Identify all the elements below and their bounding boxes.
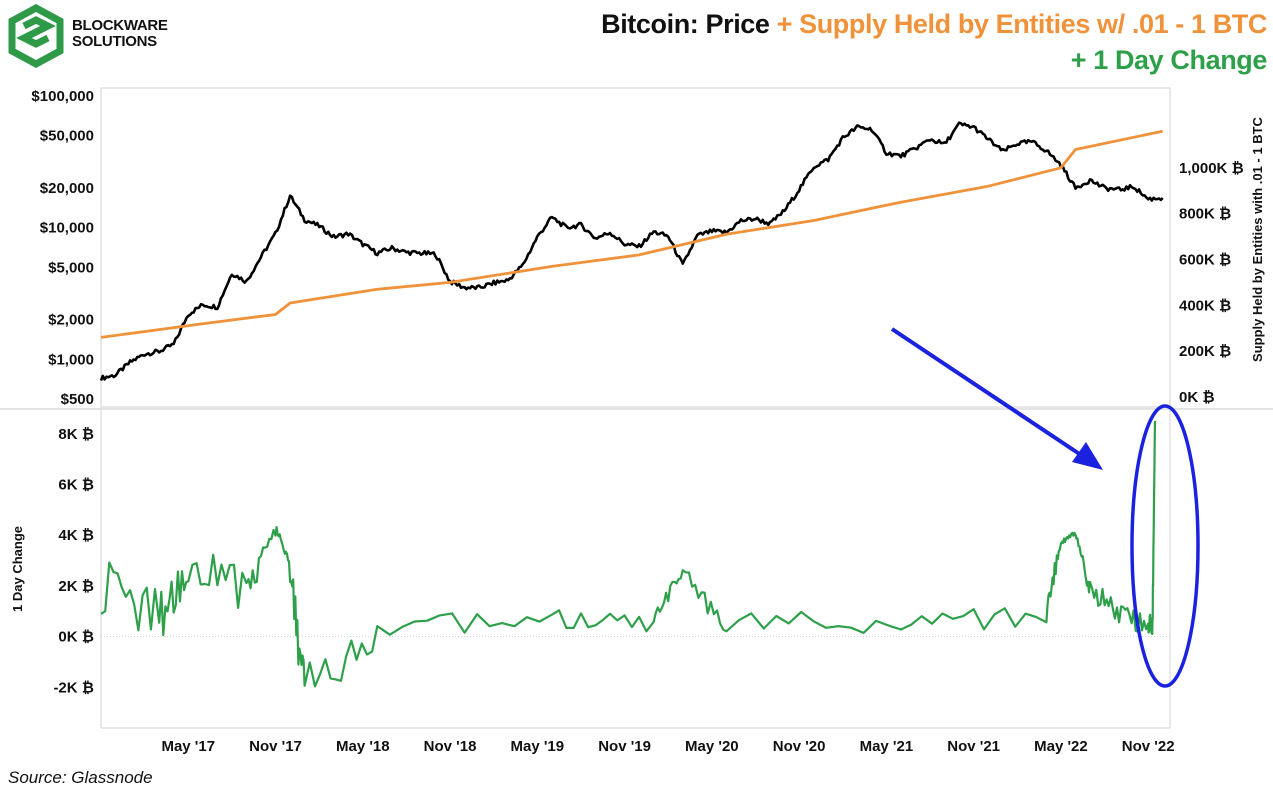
supply-tick-label: 400K ₿ — [1179, 297, 1231, 314]
top-panel-frame — [100, 87, 1171, 408]
supply-series-line — [100, 129, 1163, 339]
x-tick-label: May '19 — [511, 738, 565, 755]
x-tick-label: May '21 — [860, 738, 914, 755]
brand-line-2: SOLUTIONS — [72, 33, 157, 50]
x-tick-label: Nov '21 — [947, 738, 1000, 755]
price-tick-label: $20,000 — [40, 180, 94, 197]
price-tick-label: $500 — [61, 391, 94, 408]
price-tick-label: $2,000 — [48, 312, 94, 329]
change-axis-title: 1 Day Change — [10, 526, 25, 612]
x-tick-label: Nov '19 — [598, 738, 651, 755]
title-price: Bitcoin: Price — [601, 9, 770, 39]
supply-tick-label: 600K ₿ — [1179, 252, 1231, 269]
x-tick-label: Nov '17 — [249, 738, 302, 755]
x-tick-label: May '20 — [685, 738, 739, 755]
brand-line-1: BLOCKWARE — [72, 17, 168, 34]
annotation-arrow-head — [1072, 442, 1103, 470]
price-tick-label: $5,000 — [48, 259, 94, 276]
x-tick-label: Nov '20 — [773, 738, 826, 755]
change-tick-label: 2K ₿ — [58, 578, 94, 595]
brand-name: BLOCKWARE SOLUTIONS — [72, 18, 168, 50]
source-note: Source: Glassnode — [8, 768, 153, 787]
blockware-logo: BLOCKWARE SOLUTIONS — [6, 4, 176, 68]
price-tick-label: $100,000 — [31, 88, 94, 105]
logo-mark-icon — [8, 4, 64, 68]
chart-title: Bitcoin: Price + Supply Held by Entities… — [601, 6, 1267, 78]
x-tick-label: May '22 — [1034, 738, 1088, 755]
change-tick-label: -2K ₿ — [53, 679, 94, 696]
change-tick-label: 8K ₿ — [58, 426, 94, 443]
title-supply: + Supply Held by Entities w/ .01 - 1 BTC — [776, 9, 1268, 39]
price-tick-label: $10,000 — [40, 220, 94, 237]
price-series-line — [99, 121, 1164, 381]
annotation-ellipse — [1130, 404, 1200, 688]
x-tick-label: May '17 — [161, 738, 215, 755]
change-tick-label: 0K ₿ — [58, 629, 94, 646]
change-tick-label: 6K ₿ — [58, 476, 94, 493]
annotation-arrow-shaft — [890, 327, 1092, 463]
x-tick-label: Nov '18 — [424, 738, 477, 755]
supply-tick-label: 0K ₿ — [1179, 389, 1215, 406]
supply-tick-label: 800K ₿ — [1179, 206, 1231, 223]
supply-axis-title: Supply Held by Entities with .01 - 1 BTC — [1250, 116, 1265, 361]
change-series-line — [100, 420, 1157, 688]
supply-tick-label: 200K ₿ — [1179, 343, 1231, 360]
price-tick-label: $50,000 — [40, 128, 94, 145]
price-tick-label: $1,000 — [48, 351, 94, 368]
x-tick-label: May '18 — [336, 738, 390, 755]
supply-tick-label: 1,000K ₿ — [1179, 160, 1244, 177]
x-tick-label: Nov '22 — [1122, 738, 1175, 755]
change-tick-label: 4K ₿ — [58, 527, 94, 544]
title-change: + 1 Day Change — [1070, 45, 1268, 75]
